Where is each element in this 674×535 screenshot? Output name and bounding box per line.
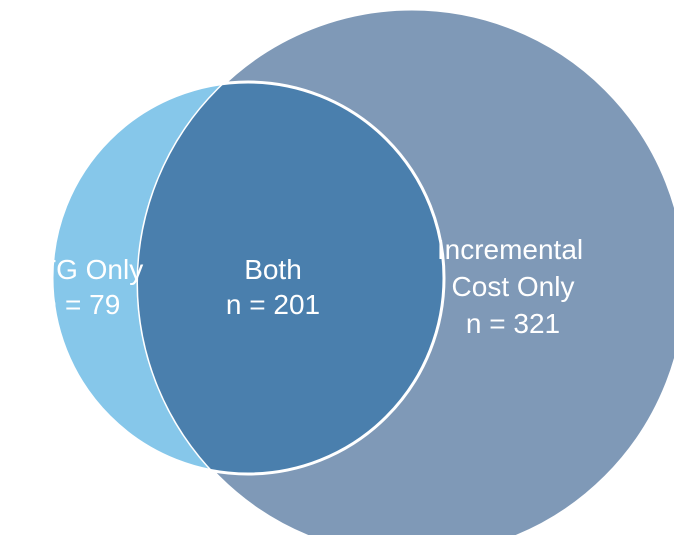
ntg-only-count: n = 79	[42, 289, 121, 320]
both-count: n = 201	[226, 289, 320, 320]
incremental-only-count: n = 321	[466, 308, 560, 339]
incremental-only-label-line2: Cost Only	[452, 271, 575, 302]
overlap-outline	[50, 80, 446, 476]
overlap-region	[138, 82, 444, 474]
both-label: Both	[244, 254, 302, 285]
ntg-only-label: NTG Only	[19, 254, 143, 285]
incremental-only-label-line1: Incremental	[437, 234, 583, 265]
